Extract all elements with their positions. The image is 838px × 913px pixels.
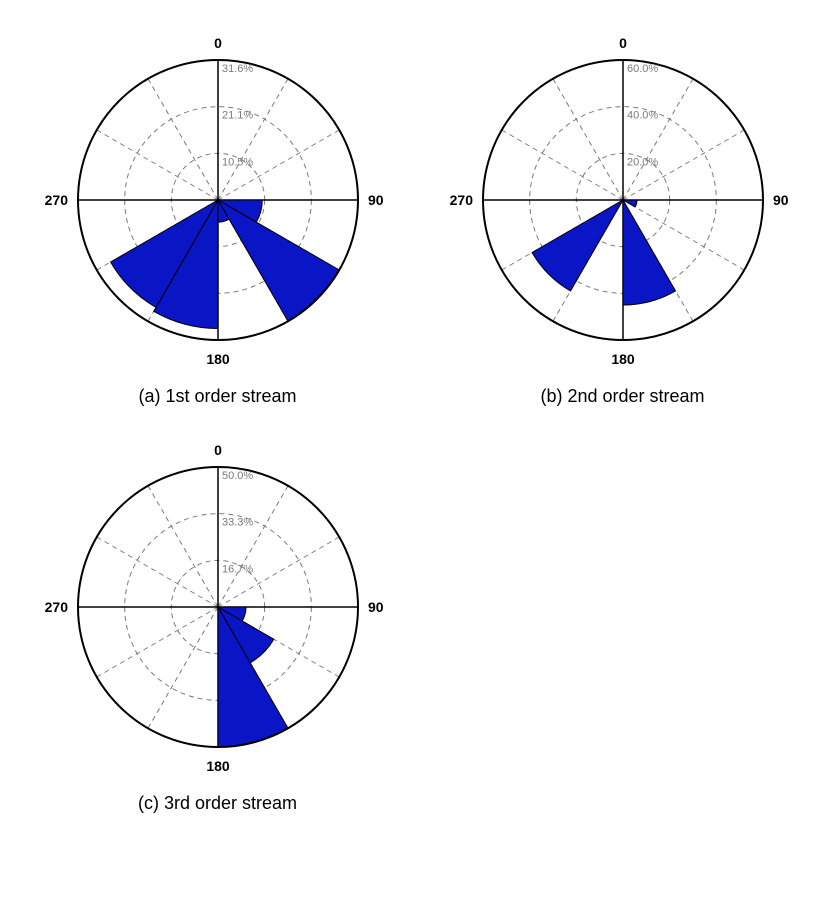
chart-cell-a: 10.5% 21.1% 31.6%0 90 180 270 (a) 1st order s… <box>20 20 415 407</box>
svg-text:180: 180 <box>611 351 635 367</box>
caption-b: (b) 2nd order stream <box>540 386 704 407</box>
svg-text:16.7%: 16.7% <box>222 563 253 575</box>
svg-text:180: 180 <box>206 351 230 367</box>
svg-text:90: 90 <box>368 192 384 208</box>
svg-text:10.5%: 10.5% <box>222 156 253 168</box>
caption-c: (c) 3rd order stream <box>138 793 297 814</box>
svg-text:33.3%: 33.3% <box>222 517 253 529</box>
svg-text:21.1%: 21.1% <box>222 110 253 122</box>
svg-text:0: 0 <box>214 442 222 458</box>
charts-grid: 10.5%21.1%31.6%090180270 (a) 1st order s… <box>20 20 820 814</box>
svg-text:50.0%: 50.0% <box>222 470 253 482</box>
svg-text:270: 270 <box>44 192 68 208</box>
svg-text:270: 270 <box>44 599 68 615</box>
svg-text:40.0%: 40.0% <box>627 110 658 122</box>
svg-text:270: 270 <box>449 192 473 208</box>
rose-chart-b: 20.0% 40.0% 60.0%0 90 180 270 <box>443 20 803 380</box>
chart-cell-b: 20.0% 40.0% 60.0%0 90 180 270 (b) 2nd order s… <box>425 20 820 407</box>
rose-chart-a: 10.5% 21.1% 31.6%0 90 180 270 <box>38 20 398 380</box>
svg-text:180: 180 <box>206 758 230 774</box>
svg-text:31.6%: 31.6% <box>222 63 253 75</box>
svg-text:20.0%: 20.0% <box>627 156 658 168</box>
svg-text:90: 90 <box>368 599 384 615</box>
svg-text:0: 0 <box>619 35 627 51</box>
svg-text:90: 90 <box>773 192 789 208</box>
svg-text:0: 0 <box>214 35 222 51</box>
chart-cell-c: 16.7% 33.3% 50.0%0 90 180 270 (c) 3rd order s… <box>20 427 415 814</box>
empty-cell <box>425 427 820 814</box>
rose-chart-c: 16.7% 33.3% 50.0%0 90 180 270 <box>38 427 398 787</box>
caption-a: (a) 1st order stream <box>138 386 296 407</box>
svg-text:60.0%: 60.0% <box>627 63 658 75</box>
